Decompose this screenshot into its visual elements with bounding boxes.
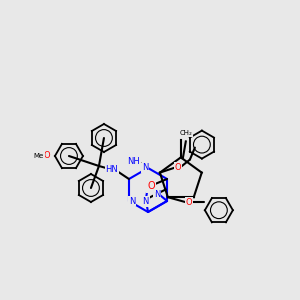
Text: N: N bbox=[129, 196, 135, 206]
Text: O: O bbox=[147, 181, 155, 191]
Text: O: O bbox=[186, 198, 192, 207]
Text: N: N bbox=[142, 197, 149, 206]
Text: NH: NH bbox=[128, 157, 140, 166]
Text: O: O bbox=[44, 152, 50, 160]
Text: N: N bbox=[142, 164, 148, 172]
Text: N: N bbox=[154, 190, 161, 199]
Text: H: H bbox=[147, 186, 152, 192]
Text: Me: Me bbox=[34, 153, 44, 159]
Text: HN: HN bbox=[106, 164, 118, 173]
Text: CH₂: CH₂ bbox=[179, 130, 192, 136]
Text: O: O bbox=[175, 163, 181, 172]
